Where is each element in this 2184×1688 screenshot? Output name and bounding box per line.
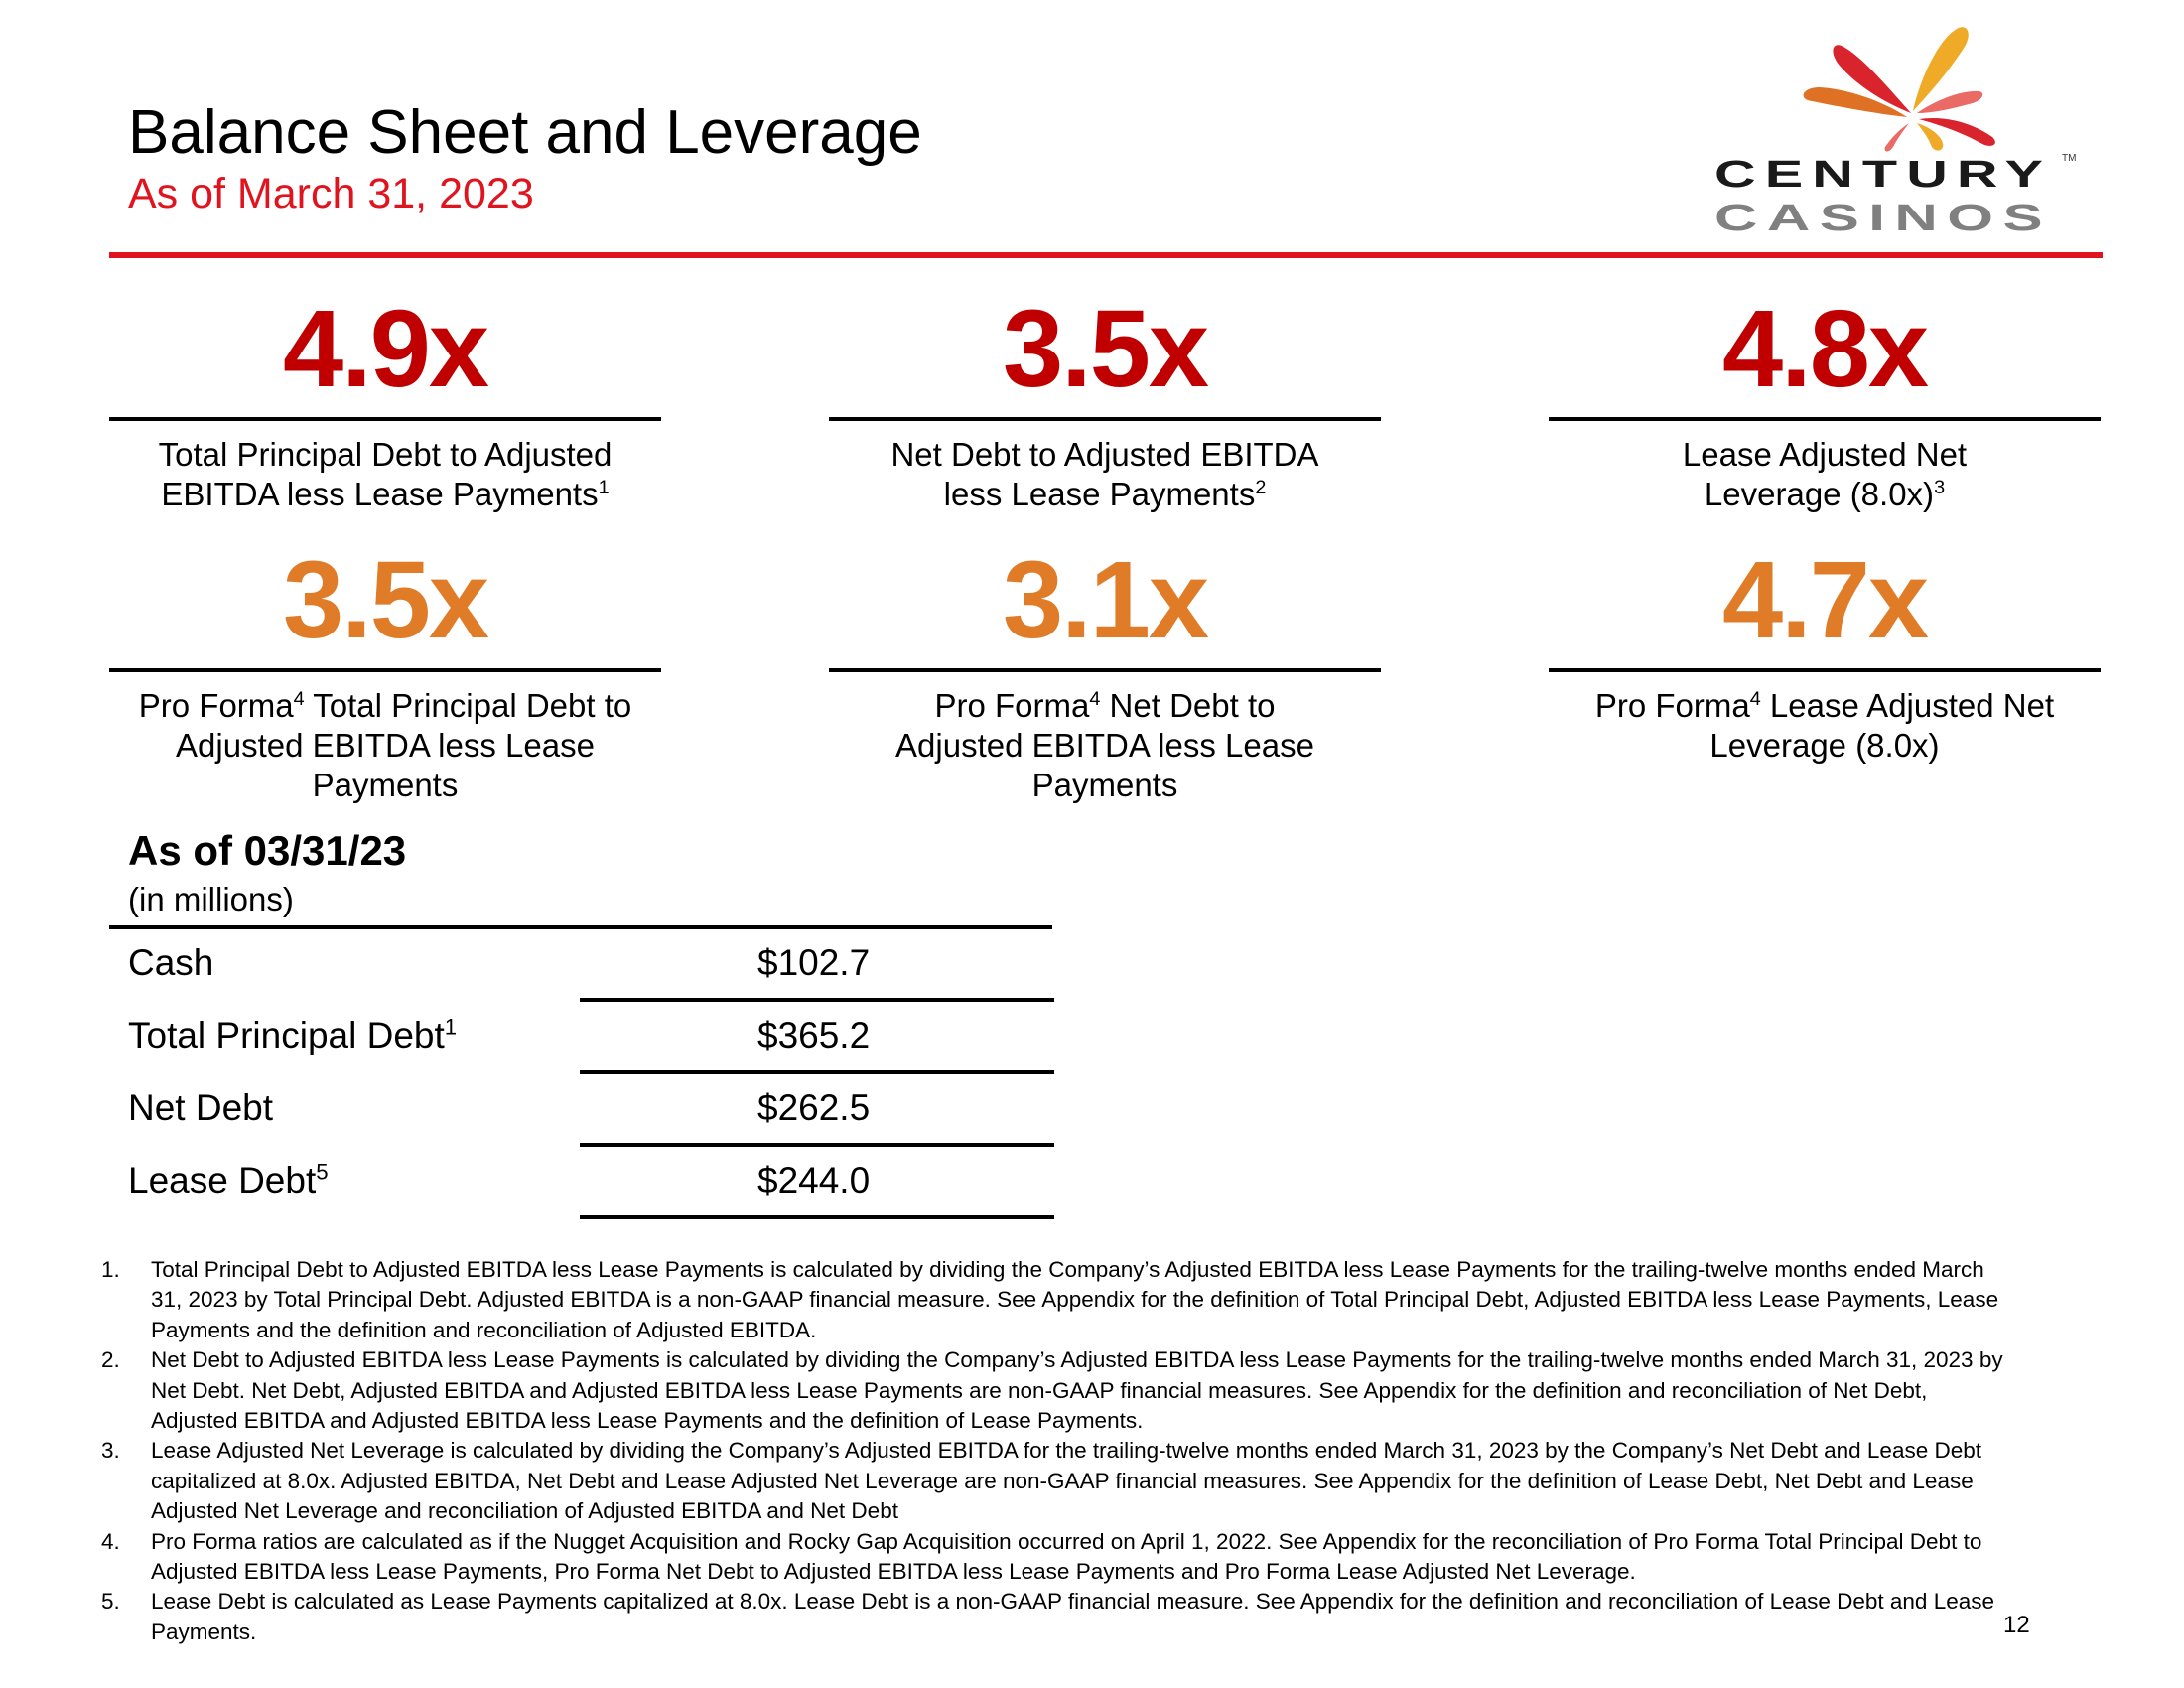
metric-label-prefix: Pro Forma — [934, 687, 1090, 724]
row-label-text: Cash — [128, 942, 214, 983]
metric-label-text: Lease Adjusted Net Leverage (8.0x) — [1709, 687, 2055, 764]
metric-pro-forma-net-debt-ratio: 3.1x Pro Forma4 Net Debt to Adjusted EBI… — [829, 541, 1381, 805]
metric-value: 4.8x — [1721, 288, 1929, 410]
footnote-ref: 3 — [1934, 477, 1946, 498]
row-label-text: Total Principal Debt — [128, 1015, 445, 1055]
metric-divider — [829, 668, 1381, 672]
footnote-ref: 5 — [316, 1159, 329, 1185]
metric-label: Pro Forma4 Net Debt to Adjusted EBITDA l… — [829, 686, 1381, 805]
metric-value: 4.7x — [1721, 539, 1929, 661]
row-label: Cash — [128, 941, 213, 985]
row-label-text: Net Debt — [128, 1087, 274, 1128]
table-heading: As of 03/31/23 — [128, 827, 407, 874]
century-casinos-logo: CENTURY TM CASINOS — [1714, 27, 2076, 234]
table-units: (in millions) — [128, 881, 294, 917]
row-divider — [580, 1143, 1054, 1147]
header-divider — [109, 252, 2103, 258]
row-label-text: Lease Debt — [128, 1160, 317, 1200]
metric-divider — [1549, 417, 2101, 421]
metric-label-prefix: Pro Forma — [1594, 687, 1750, 724]
metric-pro-forma-lease-adjusted-net-leverage: 4.7x Pro Forma4 Lease Adjusted Net Lever… — [1549, 541, 2101, 766]
metric-label-text: Net Debt to Adjusted EBITDA less Lease P… — [890, 436, 1319, 512]
metric-label-text: Total Principal Debt to Adjusted EBITDA … — [176, 687, 632, 803]
page-subtitle: As of March 31, 2023 — [128, 170, 534, 217]
footnote-text: Net Debt to Adjusted EBITDA less Lease P… — [151, 1347, 2003, 1434]
footnote-ref: 4 — [1089, 688, 1101, 710]
footnote-number: 3. — [101, 1438, 120, 1464]
metric-value: 4.9x — [282, 288, 489, 410]
metric-label: Pro Forma4 Lease Adjusted Net Leverage (… — [1549, 686, 2101, 766]
footnote: 2. Net Debt to Adjusted EBITDA less Lease… — [101, 1345, 2017, 1436]
footnote-ref: 2 — [1255, 477, 1267, 498]
footnote: 1. Total Principal Debt to Adjusted EBITD… — [101, 1255, 2017, 1345]
row-label: Lease Debt5 — [128, 1159, 329, 1202]
metric-value: 3.5x — [1002, 288, 1209, 410]
metric-divider — [109, 417, 661, 421]
metric-net-debt-ratio: 3.5x Net Debt to Adjusted EBITDA less Le… — [829, 290, 1381, 514]
metric-lease-adjusted-net-leverage: 4.8x Lease Adjusted Net Leverage (8.0x)3 — [1549, 290, 2101, 514]
metric-divider — [1549, 668, 2101, 672]
row-divider — [580, 998, 1054, 1002]
footnote-text: Lease Debt is calculated as Lease Paymen… — [151, 1589, 1994, 1644]
footnote-number: 5. — [101, 1589, 120, 1615]
footnote-number: 2. — [101, 1347, 120, 1373]
metric-total-principal-debt-ratio: 4.9x Total Principal Debt to Adjusted EB… — [109, 290, 661, 514]
table-row: Cash $102.7 — [109, 929, 1054, 1002]
metric-label-text: Total Principal Debt to Adjusted EBITDA … — [158, 436, 613, 512]
footnote: 5. Lease Debt is calculated as Lease Paym… — [101, 1587, 2017, 1647]
row-value: $262.5 — [757, 1087, 871, 1128]
page-title: Balance Sheet and Leverage — [128, 98, 922, 167]
row-value: $244.0 — [757, 1160, 871, 1200]
metric-pro-forma-total-principal-debt-ratio: 3.5x Pro Forma4 Total Principal Debt to … — [109, 541, 661, 805]
metric-value: 3.1x — [1002, 539, 1209, 661]
row-value: $365.2 — [757, 1015, 871, 1055]
footnote: 4. Pro Forma ratios are calculated as if … — [101, 1527, 2017, 1588]
metric-label-prefix: Pro Forma — [138, 687, 294, 724]
metric-label-text: Lease Adjusted Net Leverage (8.0x) — [1682, 436, 1968, 512]
footnote-ref: 1 — [444, 1014, 458, 1040]
table-row: Net Debt $262.5 — [109, 1074, 1054, 1147]
metric-divider — [829, 417, 1381, 421]
footnote: 3. Lease Adjusted Net Leverage is calcula… — [101, 1436, 2017, 1526]
metric-value: 3.5x — [282, 539, 489, 661]
metric-label: Total Principal Debt to Adjusted EBITDA … — [109, 435, 661, 514]
footnote-number: 4. — [101, 1528, 120, 1554]
metric-label: Lease Adjusted Net Leverage (8.0x)3 — [1549, 435, 2101, 514]
logo-trademark: TM — [2062, 153, 2076, 164]
metric-label: Pro Forma4 Total Principal Debt to Adjus… — [109, 686, 661, 805]
footnote-text: Total Principal Debt to Adjusted EBITDA … — [151, 1257, 1999, 1342]
footnote-ref: 4 — [1749, 688, 1761, 710]
footnote-text: Pro Forma ratios are calculated as if th… — [151, 1528, 1982, 1585]
footnote-ref: 4 — [293, 688, 305, 710]
row-divider — [580, 1215, 1054, 1219]
row-label: Total Principal Debt1 — [128, 1014, 457, 1057]
footnote-ref: 1 — [598, 477, 610, 498]
row-value: $102.7 — [757, 942, 871, 983]
logo-text-century: CENTURY — [1714, 154, 2052, 196]
metric-label-text: Net Debt to Adjusted EBITDA less Lease P… — [895, 687, 1314, 803]
flower-icon — [1803, 27, 1995, 152]
metric-divider — [109, 668, 661, 672]
table-top-rule — [109, 925, 1052, 929]
table-row: Total Principal Debt1 $365.2 — [109, 1002, 1054, 1074]
metric-label: Net Debt to Adjusted EBITDA less Lease P… — [829, 435, 1381, 514]
footnotes: 1. Total Principal Debt to Adjusted EBITD… — [101, 1255, 2017, 1647]
row-divider — [580, 1070, 1054, 1074]
row-label: Net Debt — [128, 1086, 273, 1130]
table-row: Lease Debt5 $244.0 — [109, 1147, 1054, 1219]
footnote-number: 1. — [101, 1257, 120, 1282]
footnote-text: Lease Adjusted Net Leverage is calculate… — [151, 1438, 1982, 1524]
page-number: 12 — [2003, 1612, 2030, 1638]
logo-text-casinos: CASINOS — [1714, 198, 2052, 234]
